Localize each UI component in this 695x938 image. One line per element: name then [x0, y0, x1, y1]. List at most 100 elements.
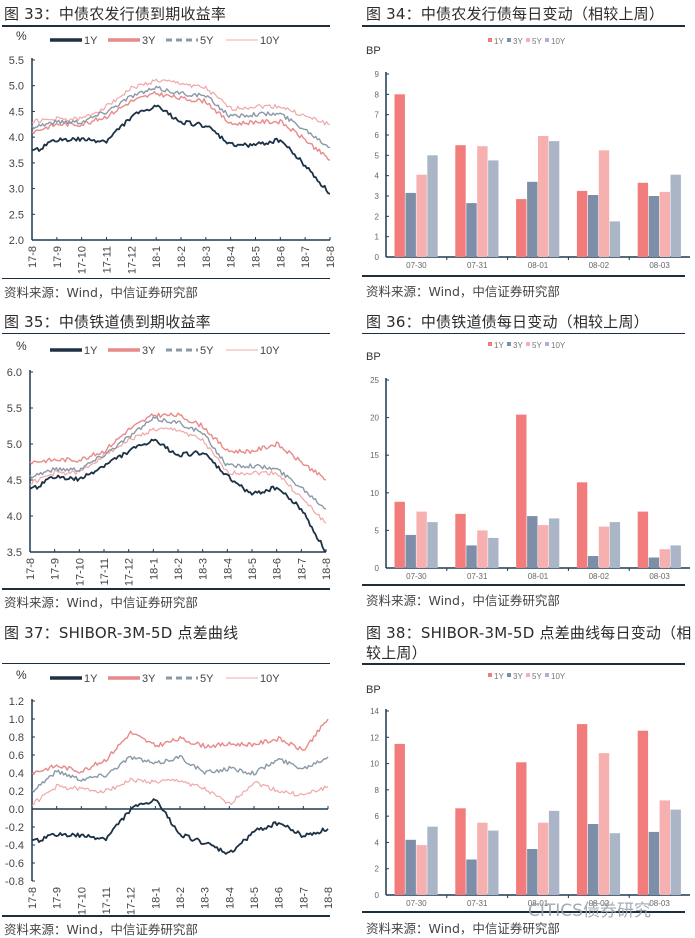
figure-35-source-rule — [2, 588, 330, 590]
bar-3y-07-30 — [405, 839, 416, 895]
bar-5y-08-02 — [598, 526, 610, 568]
bar-5y-08-02 — [598, 150, 610, 258]
y-tick-label: 4.5 — [7, 475, 22, 487]
legend-swatch-10y — [545, 673, 549, 677]
figure-38-title-rule — [362, 663, 685, 665]
legend-label-5y: 5Y — [532, 37, 542, 46]
figure-38-chart: 1Y 3Y 5Y 10Y BP 0 2 4 6 8 10 12 14 07-30 07-31 08-01 08-… — [366, 672, 690, 908]
y-tick-label: 4 — [375, 838, 380, 847]
y-tick-label: 4.5 — [9, 106, 24, 118]
series-line-5y — [29, 416, 327, 510]
bar-3y-08-01 — [527, 516, 538, 568]
x-tick-label: 18-3 — [201, 246, 213, 268]
legend-label-1y: 1Y — [494, 672, 504, 681]
x-tick-label: 18-3 — [198, 558, 210, 580]
bar-10y-07-30 — [427, 522, 438, 568]
x-tick-label: 08-02 — [589, 899, 610, 908]
bar-10y-08-01 — [548, 810, 560, 895]
bar-1y-08-01 — [516, 414, 527, 568]
x-tick-label: 17-12 — [124, 558, 136, 586]
legend-swatch-3y — [507, 342, 511, 346]
figure-38-source: 资料来源：Wind，中信证券研究部 — [366, 921, 560, 936]
y-tick-label: 0.6 — [9, 750, 24, 762]
y-tick-label: 3 — [375, 192, 380, 201]
y-unit-label: % — [16, 339, 27, 353]
legend-label-5y: 5Y — [532, 672, 542, 681]
series-line-3y — [29, 412, 327, 481]
y-tick-label: 5.0 — [9, 81, 24, 93]
y-tick-label: 0.8 — [9, 732, 24, 744]
bar-5y-08-03 — [659, 549, 670, 568]
y-tick-label: 8 — [375, 786, 380, 795]
x-tick-label: 08-03 — [649, 261, 670, 270]
series-line-10y — [29, 427, 327, 524]
watermark: CITICS债券研究 — [528, 901, 651, 921]
bar-5y-08-03 — [659, 800, 670, 895]
figure-35-title-rule — [2, 333, 330, 334]
x-tick-label: 08-01 — [528, 572, 549, 581]
bar-1y-08-02 — [576, 724, 588, 895]
x-tick-label: 17-11 — [101, 887, 113, 914]
x-tick-label: 18-7 — [298, 887, 310, 909]
x-tick-label: 18-7 — [296, 558, 308, 580]
x-tick-label: 08-01 — [528, 261, 549, 270]
y-tick-label: 1.2 — [9, 696, 24, 708]
legend-label-10y: 10Y — [551, 37, 566, 46]
y-unit-label: % — [16, 29, 27, 43]
y-tick-label: 20 — [370, 414, 379, 423]
bar-3y-08-02 — [587, 195, 599, 257]
y-tick-label: 0.2 — [9, 786, 24, 798]
y-tick-label: 5.5 — [9, 55, 24, 67]
y-tick-label: 4.0 — [7, 511, 22, 523]
series-line-3y — [31, 91, 331, 161]
bar-5y-07-31 — [477, 530, 488, 568]
bar-3y-08-03 — [648, 831, 660, 895]
figure-38-panel: 图 38：SHIBOR-3M-5D 点差曲线每日变动（相 较上周） 1Y 3Y 5Y… — [350, 615, 695, 938]
x-tick-label: 18-4 — [226, 246, 238, 268]
x-tick-label: 18-3 — [200, 887, 212, 909]
bar-1y-07-30 — [394, 743, 405, 895]
y-tick-label: -0.8 — [5, 876, 24, 888]
bar-3y-07-30 — [405, 534, 416, 568]
series-line-1y — [29, 438, 327, 553]
bar-10y-08-02 — [609, 522, 621, 568]
legend-swatch-10y — [545, 342, 549, 346]
y-tick-label: 3.0 — [9, 184, 24, 196]
figure-34-title-rule — [362, 25, 685, 27]
y-unit-label: BP — [366, 351, 381, 363]
x-tick-label: 08-03 — [649, 899, 670, 908]
bar-5y-08-01 — [538, 822, 549, 895]
bar-1y-08-01 — [516, 199, 527, 257]
figure-34-title: 图 34：中债农发行债每日变动（相较上周） — [366, 5, 665, 23]
figure-38-title-line2: 较上周） — [366, 644, 427, 662]
y-tick-label: 1 — [375, 233, 380, 242]
legend-swatch-5y — [526, 342, 530, 346]
y-tick-label: 15 — [370, 451, 379, 460]
bar-5y-08-03 — [659, 191, 670, 257]
legend-label-1y: 1Y — [84, 345, 98, 357]
bar-3y-07-31 — [466, 203, 477, 257]
legend-label-3y: 3Y — [513, 37, 523, 46]
x-tick-label: 17-8 — [27, 887, 39, 909]
y-tick-label: 5.5 — [7, 403, 22, 415]
bar-10y-08-02 — [609, 833, 621, 895]
y-tick-label: 2 — [375, 865, 380, 874]
bar-1y-08-03 — [637, 182, 649, 257]
x-tick-label: 18-8 — [325, 246, 337, 268]
bar-1y-07-30 — [394, 501, 405, 568]
bar-5y-08-01 — [538, 525, 549, 568]
bar-10y-07-31 — [488, 160, 499, 257]
y-tick-label: 0 — [375, 253, 380, 262]
x-tick-label: 17-8 — [27, 246, 39, 268]
x-tick-label: 18-4 — [222, 558, 234, 580]
x-tick-label: 08-02 — [589, 261, 610, 270]
x-tick-label: 17-9 — [52, 246, 64, 268]
x-tick-label: 18-6 — [272, 558, 284, 580]
bar-1y-08-02 — [576, 482, 588, 568]
legend-label-10y: 10Y — [260, 345, 280, 357]
figure-33-source: 资料来源：Wind，中信证券研究部 — [4, 285, 198, 300]
y-tick-label: 2 — [375, 212, 380, 221]
x-tick-label: 18-1 — [148, 558, 160, 580]
x-tick-label: 18-4 — [224, 887, 236, 909]
bar-10y-08-01 — [548, 518, 560, 568]
